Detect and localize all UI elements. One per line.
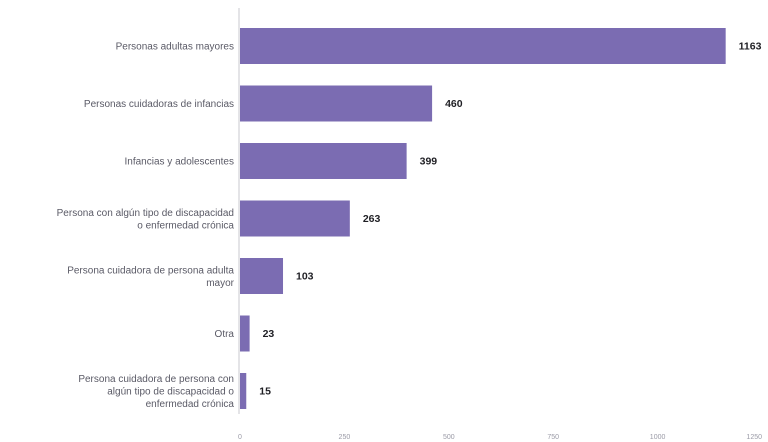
value-label-3: 263 <box>363 213 381 225</box>
value-label-5: 23 <box>263 328 275 340</box>
bar-1 <box>240 85 433 122</box>
value-label-2: 399 <box>420 156 438 168</box>
category-label-line: enfermedad crónica <box>146 399 235 410</box>
x-tick-label-5: 1250 <box>746 434 762 441</box>
x-tick-label-3: 750 <box>547 434 559 441</box>
x-tick-label-1: 250 <box>339 434 351 441</box>
category-label-line: Persona cuidadora de persona adulta <box>67 265 234 276</box>
category-label-line: Otra <box>215 329 235 340</box>
x-tick-label-0: 0 <box>238 434 242 441</box>
value-label-0: 1163 <box>739 41 762 53</box>
bar-3 <box>240 200 350 237</box>
category-label-line: Persona con algún tipo de discapacidad <box>57 208 234 219</box>
category-label-line: Infancias y adolescentes <box>124 157 234 168</box>
value-label-1: 460 <box>445 98 463 110</box>
bar-0 <box>240 28 726 64</box>
category-label-line: mayor <box>206 278 234 289</box>
category-label-line: Personas adultas mayores <box>116 42 234 53</box>
x-tick-label-2: 500 <box>443 434 455 441</box>
category-label-line: Persona cuidadora de persona con <box>78 374 234 385</box>
value-label-6: 15 <box>259 386 271 398</box>
bar-2 <box>240 143 407 179</box>
bars-layer <box>240 28 726 409</box>
category-label-1: Personas cuidadoras de infancias <box>84 99 234 110</box>
category-label-line: Personas cuidadoras de infancias <box>84 99 234 110</box>
category-labels-layer: Personas adultas mayores Personas cuidado… <box>57 42 235 411</box>
bar-4 <box>240 258 284 294</box>
bar-6 <box>240 373 247 409</box>
category-label-0: Personas adultas mayores <box>116 42 234 53</box>
category-label-4: Persona cuidadora de persona adulta mayor <box>67 265 234 289</box>
x-tick-label-4: 1000 <box>650 434 666 441</box>
value-label-4: 103 <box>296 271 314 283</box>
bar-5 <box>240 315 250 352</box>
category-label-line: algún tipo de discapacidad o <box>107 387 234 398</box>
category-label-line: o enfermedad crónica <box>137 220 234 231</box>
x-axis-ticks: 0 250 500 750 1000 1250 <box>238 434 762 441</box>
category-label-2: Infancias y adolescentes <box>124 157 234 168</box>
category-label-5: Otra <box>215 329 235 340</box>
category-label-6: Persona cuidadora de persona con algún ti… <box>78 374 234 410</box>
value-labels-layer: 1163 460 399 263 103 23 15 <box>259 41 761 398</box>
category-label-3: Persona con algún tipo de discapacidad o … <box>57 208 235 232</box>
